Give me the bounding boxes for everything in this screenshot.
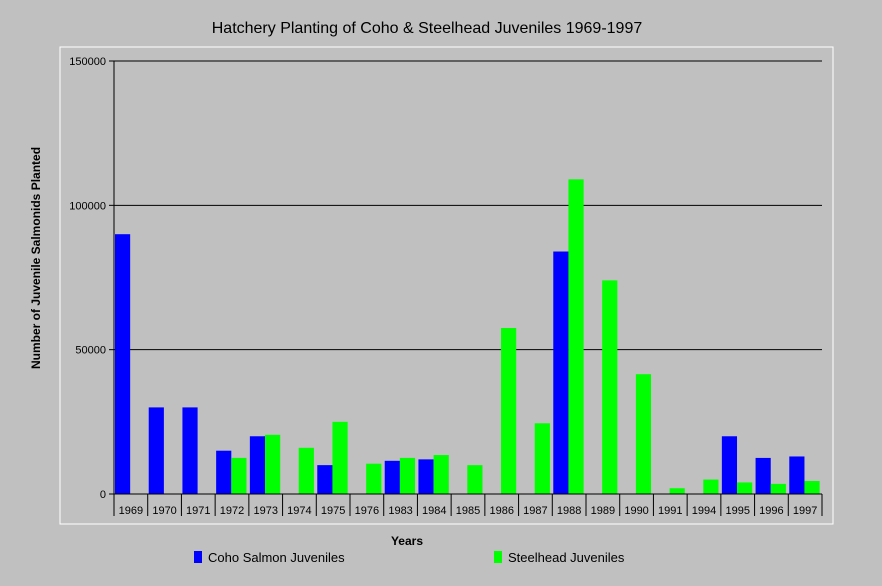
- x-tick-label: 1988: [557, 505, 581, 517]
- x-tick-label: 1975: [321, 505, 345, 517]
- bar-coho-1973: [249, 436, 266, 494]
- x-tick-label: 1984: [422, 505, 446, 517]
- bar-steelhead-1990: [635, 374, 652, 494]
- x-tick-label: 1986: [489, 505, 513, 517]
- x-tick-label: 1976: [355, 505, 379, 517]
- bar-coho-1997: [789, 456, 805, 494]
- bar-steelhead-1997: [804, 481, 820, 494]
- bar-coho-1983: [384, 460, 400, 494]
- y-tick-label: 0: [100, 489, 106, 501]
- legend-swatch-coho: [194, 551, 202, 563]
- y-tick-label: 100000: [69, 200, 106, 212]
- bar-coho-1971: [182, 407, 198, 494]
- legend-swatch-steelhead: [494, 551, 502, 563]
- legend: Coho Salmon Juveniles Steelhead Juveniles: [194, 550, 625, 565]
- bar-coho-1972: [216, 450, 232, 494]
- bar-steelhead-1974: [298, 447, 314, 494]
- bar-steelhead-1991: [669, 488, 685, 494]
- x-tick-label: 1969: [119, 505, 143, 517]
- x-tick-label: 1994: [692, 505, 716, 517]
- bar-steelhead-1984: [433, 455, 449, 494]
- bar-coho-1970: [148, 407, 164, 494]
- y-tick-label: 50000: [75, 345, 106, 357]
- y-tick-label: 150000: [69, 56, 106, 68]
- legend-label-steelhead: Steelhead Juveniles: [508, 550, 625, 565]
- legend-label-coho: Coho Salmon Juveniles: [208, 550, 345, 565]
- x-tick-label: 1991: [658, 505, 682, 517]
- x-tick-label: 1990: [624, 505, 648, 517]
- bar-steelhead-1988: [568, 179, 584, 494]
- x-tick-label: 1985: [456, 505, 480, 517]
- bar-coho-1995: [721, 436, 738, 494]
- bar-steelhead-1972: [231, 457, 247, 494]
- x-tick-label: 1974: [287, 505, 311, 517]
- bar-steelhead-1975: [332, 421, 348, 494]
- x-tick-label: 1996: [759, 505, 783, 517]
- x-tick-labels: 1969 1970 1971 1972 1973 1974 1975 1976 1983 1984…: [119, 505, 818, 517]
- bars: [115, 179, 820, 494]
- bar-coho-1969: [115, 234, 131, 494]
- bar-coho-1975: [317, 465, 333, 494]
- bar-coho-1996: [755, 457, 771, 494]
- chart-frame: [59, 46, 834, 525]
- x-tick-label: 1983: [388, 505, 412, 517]
- bar-steelhead-1994: [703, 479, 719, 494]
- x-tick-label: 1995: [725, 505, 749, 517]
- bar-coho-1988: [553, 251, 569, 494]
- bar-steelhead-1985: [467, 465, 483, 494]
- bar-steelhead-1986: [501, 328, 517, 494]
- bar-steelhead-1987: [534, 423, 550, 494]
- y-tick-labels: 0 50000 100000 150000: [69, 56, 106, 501]
- bar-steelhead-1973: [265, 434, 281, 494]
- y-axis-title: Number of Juvenile Salmonids Planted: [29, 147, 43, 369]
- bar-steelhead-1996: [770, 483, 786, 494]
- x-tick-label: 1987: [523, 505, 547, 517]
- gridlines: [114, 60, 822, 351]
- plot-background: [114, 61, 822, 494]
- bar-steelhead-1983: [399, 457, 416, 494]
- x-tick-label: 1972: [220, 505, 244, 517]
- chart-title: Hatchery Planting of Coho & Steelhead Ju…: [212, 20, 643, 37]
- axes: [59, 46, 834, 525]
- x-tick-label: 1973: [253, 505, 277, 517]
- x-tick-label: 1989: [591, 505, 615, 517]
- x-axis-title: Years: [391, 534, 423, 548]
- bar-steelhead-1995: [737, 482, 753, 494]
- bar-steelhead-1989: [602, 280, 618, 494]
- x-tick-label: 1971: [186, 505, 210, 517]
- bar-steelhead-1976: [366, 463, 382, 494]
- bar-coho-1984: [418, 459, 434, 494]
- x-tick-label: 1970: [152, 505, 176, 517]
- x-tick-label: 1997: [793, 505, 817, 517]
